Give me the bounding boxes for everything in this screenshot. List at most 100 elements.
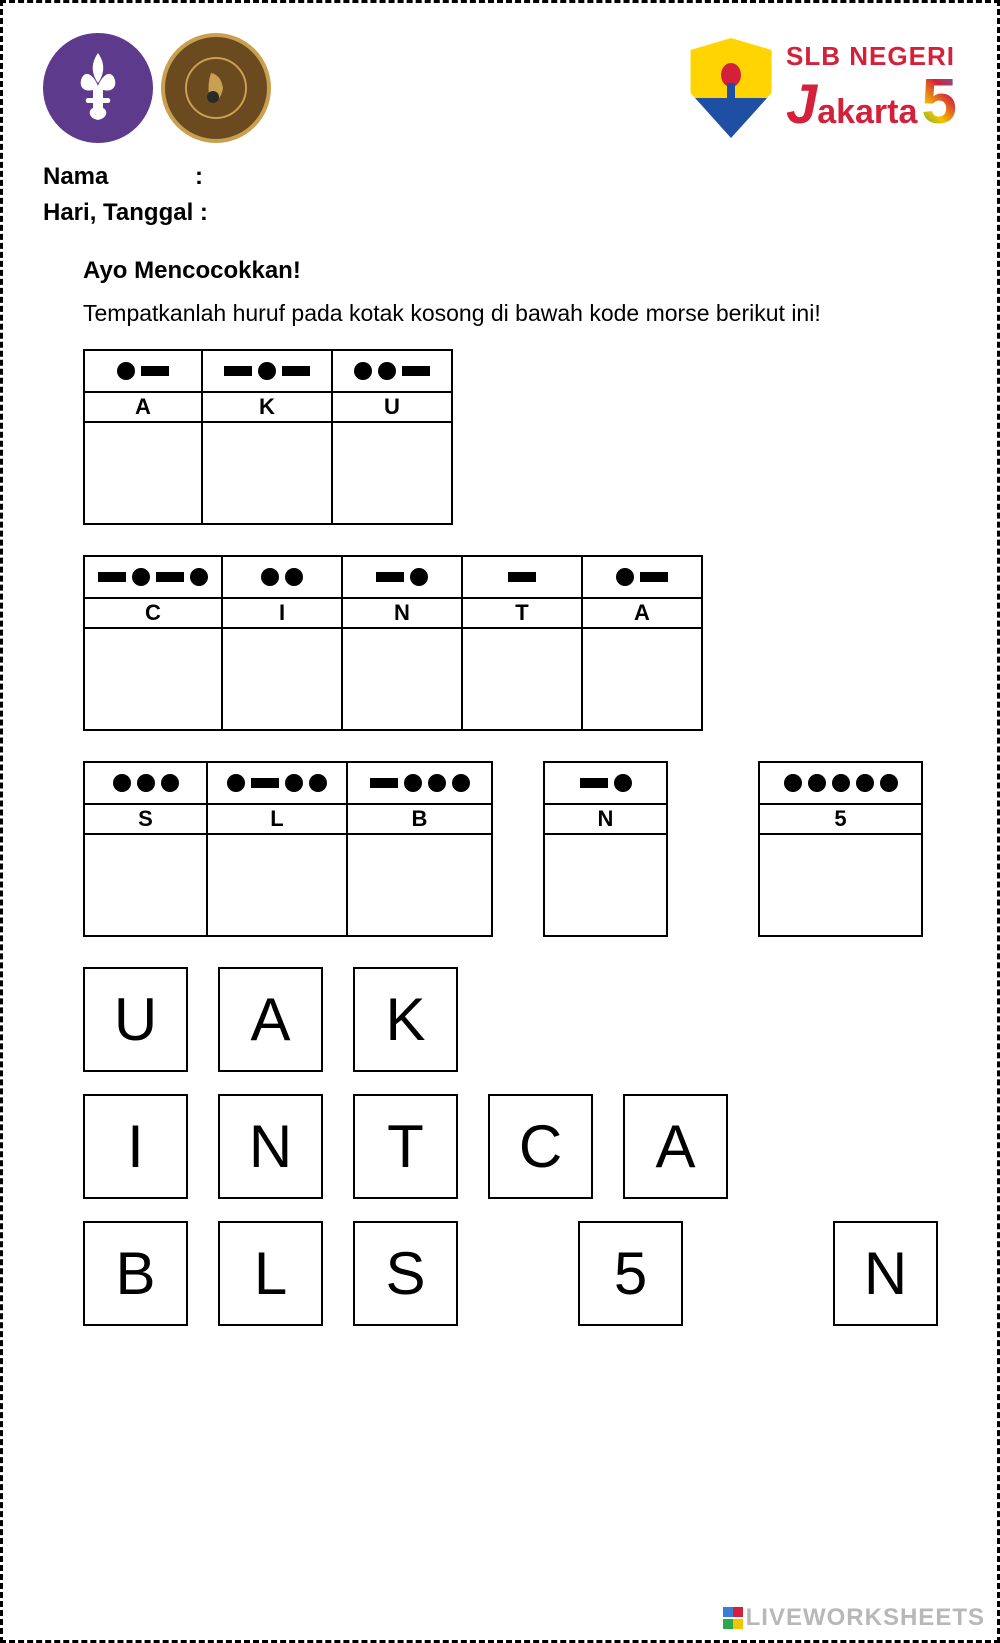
tiles-row-3: BLS 5 N <box>83 1221 957 1326</box>
tiles-row-1: UAK <box>83 967 957 1072</box>
dot-icon <box>354 362 372 380</box>
dot-icon <box>113 774 131 792</box>
answer-dropzone[interactable] <box>85 835 206 935</box>
letter-label: K <box>203 391 331 423</box>
dash-icon <box>141 366 169 376</box>
letter-tile-b[interactable]: B <box>83 1221 188 1326</box>
dash-icon <box>282 366 310 376</box>
dot-icon <box>378 362 396 380</box>
answer-dropzone[interactable] <box>463 629 581 729</box>
worksheet-page: SLB NEGERI J akarta 5 Nama : Hari, Tangg… <box>0 0 1000 1643</box>
letter-label: A <box>85 391 201 423</box>
word-cinta: CINTA <box>83 555 957 731</box>
watermark-text: LIVEWORKSHEETS <box>746 1604 985 1632</box>
dot-icon <box>410 568 428 586</box>
morse-code <box>333 351 451 391</box>
letter-label: I <box>223 597 341 629</box>
letter-tile-c[interactable]: C <box>488 1094 593 1199</box>
morse-code <box>208 763 346 803</box>
answer-dropzone[interactable] <box>333 423 451 523</box>
dot-icon <box>784 774 802 792</box>
word-5: 5 <box>758 761 923 937</box>
morse-code <box>545 763 666 803</box>
school-name: SLB NEGERI J akarta 5 <box>786 43 957 133</box>
dot-icon <box>258 362 276 380</box>
answer-dropzone[interactable] <box>85 629 221 729</box>
number-5: 5 <box>921 69 957 133</box>
fleur-de-lis-icon <box>63 48 133 128</box>
dot-icon <box>614 774 632 792</box>
dash-icon <box>224 366 252 376</box>
letter-tile-k[interactable]: K <box>353 967 458 1072</box>
dash-icon <box>98 572 126 582</box>
morse-code <box>463 557 581 597</box>
morse-cell-n: N <box>543 761 668 937</box>
letter-tile-s[interactable]: S <box>353 1221 458 1326</box>
name-field[interactable]: Nama : <box>43 163 957 191</box>
letter-tile-t[interactable]: T <box>353 1094 458 1199</box>
form-fields: Nama : Hari, Tanggal : <box>43 163 957 227</box>
letter-tile-n[interactable]: N <box>218 1094 323 1199</box>
letter-tile-u[interactable]: U <box>83 967 188 1072</box>
morse-code <box>348 763 491 803</box>
morse-cell-c: C <box>83 555 223 731</box>
morse-cell-l: L <box>208 761 348 937</box>
answer-dropzone[interactable] <box>348 835 491 935</box>
letter-tile-n[interactable]: N <box>833 1221 938 1326</box>
answer-dropzone[interactable] <box>223 629 341 729</box>
letter-tile-l[interactable]: L <box>218 1221 323 1326</box>
dash-icon <box>251 778 279 788</box>
dash-icon <box>402 366 430 376</box>
watermark-icon <box>722 1606 742 1630</box>
name-label: Nama <box>43 163 108 190</box>
dash-icon <box>370 778 398 788</box>
morse-cell-b: B <box>348 761 493 937</box>
dot-icon <box>285 774 303 792</box>
answer-dropzone[interactable] <box>343 629 461 729</box>
answer-dropzone[interactable] <box>208 835 346 935</box>
letter-tile-a[interactable]: A <box>218 967 323 1072</box>
letter-tile-a[interactable]: A <box>623 1094 728 1199</box>
dot-icon <box>161 774 179 792</box>
morse-code <box>85 351 201 391</box>
letter-label: 5 <box>760 803 921 835</box>
dot-icon <box>261 568 279 586</box>
word-n: N <box>543 761 668 937</box>
morse-code <box>85 763 206 803</box>
dash-icon <box>580 778 608 788</box>
letter-label: U <box>333 391 451 423</box>
morse-cell-n: N <box>343 555 463 731</box>
dot-icon <box>227 774 245 792</box>
section-title: Ayo Mencocokkan! <box>83 257 957 285</box>
dot-icon <box>137 774 155 792</box>
date-field[interactable]: Hari, Tanggal : <box>43 199 957 227</box>
morse-code <box>583 557 701 597</box>
dash-icon <box>376 572 404 582</box>
letter-tile-i[interactable]: I <box>83 1094 188 1199</box>
letter-label: S <box>85 803 206 835</box>
dot-icon <box>880 774 898 792</box>
answer-dropzone[interactable] <box>760 835 921 935</box>
letter-tile-5[interactable]: 5 <box>578 1221 683 1326</box>
morse-cell-5: 5 <box>758 761 923 937</box>
morse-cell-t: T <box>463 555 583 731</box>
answer-dropzone[interactable] <box>583 629 701 729</box>
letter-label: T <box>463 597 581 629</box>
name-colon: : <box>195 163 203 190</box>
dot-icon <box>309 774 327 792</box>
dash-icon <box>156 572 184 582</box>
answer-dropzone[interactable] <box>545 835 666 935</box>
morse-code <box>223 557 341 597</box>
dot-icon <box>808 774 826 792</box>
header-logos: SLB NEGERI J akarta 5 <box>43 33 957 143</box>
school-shield <box>686 38 776 138</box>
akarta-text: akarta <box>817 95 917 129</box>
answer-dropzone[interactable] <box>85 423 201 523</box>
letter-label: N <box>343 597 461 629</box>
dot-icon <box>856 774 874 792</box>
morse-cell-s: S <box>83 761 208 937</box>
dot-icon <box>452 774 470 792</box>
answer-dropzone[interactable] <box>203 423 331 523</box>
dot-icon <box>832 774 850 792</box>
letter-j: J <box>786 76 817 132</box>
